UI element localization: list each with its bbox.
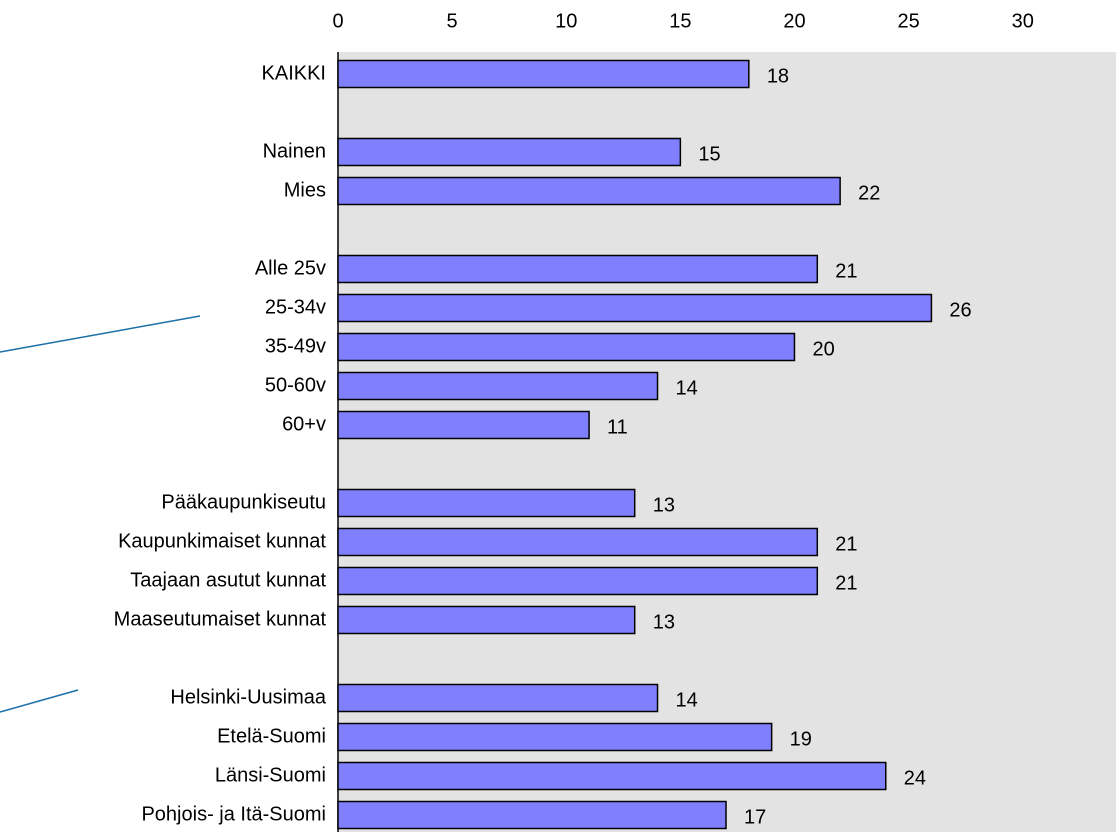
bar [337, 332, 796, 362]
bar [337, 488, 636, 518]
annotation-line [0, 689, 79, 713]
bar [337, 410, 590, 440]
y-tick-label: 25-34v [265, 296, 326, 318]
x-tick-label: 10 [555, 10, 577, 32]
y-tick-label: 60+v [282, 413, 326, 435]
y-tick-label: Kaupunkimaiset kunnat [118, 530, 326, 552]
x-tick-label: 5 [447, 10, 458, 32]
y-tick-label: Pohjois- ja Itä-Suomi [141, 803, 326, 825]
bar [337, 254, 819, 284]
value-label: 21 [835, 533, 857, 555]
y-tick-label: Alle 25v [255, 257, 326, 279]
value-label: 19 [790, 728, 812, 750]
bar [337, 59, 750, 89]
bar [337, 566, 819, 596]
y-tick-label: 50-60v [265, 374, 326, 396]
value-label: 24 [904, 767, 926, 789]
y-tick-label: KAIKKI [262, 62, 326, 84]
bar [337, 371, 659, 401]
value-label: 11 [607, 416, 628, 438]
value-label: 22 [858, 182, 880, 204]
value-label: 17 [744, 806, 766, 828]
y-tick-label: Taajaan asutut kunnat [130, 569, 326, 591]
value-label: 13 [653, 611, 675, 633]
value-label: 20 [812, 338, 834, 360]
bar [337, 293, 933, 323]
value-label: 14 [676, 377, 698, 399]
value-label: 13 [653, 494, 675, 516]
bar [337, 800, 727, 830]
bar [337, 761, 887, 791]
bar [337, 527, 819, 557]
y-tick-label: Länsi-Suomi [215, 764, 326, 786]
y-tick-label: Maaseutumaiset kunnat [114, 608, 327, 630]
x-tick-label: 15 [669, 10, 691, 32]
value-label: 18 [767, 65, 789, 87]
x-tick-label: 25 [897, 10, 919, 32]
y-tick-label: Nainen [263, 140, 326, 162]
y-tick-label: Mies [284, 179, 326, 201]
x-tick-label: 30 [1012, 10, 1034, 32]
value-label: 21 [835, 572, 857, 594]
annotation-line [0, 315, 201, 353]
x-tick-label: 20 [783, 10, 805, 32]
y-tick-label: 35-49v [265, 335, 326, 357]
bar [337, 137, 682, 167]
y-tick-label: Etelä-Suomi [217, 725, 326, 747]
bar [337, 722, 773, 752]
value-label: 14 [676, 689, 698, 711]
y-tick-label: Helsinki-Uusimaa [170, 686, 326, 708]
value-label: 15 [698, 143, 720, 165]
x-tick-label: 0 [332, 10, 343, 32]
bar [337, 683, 659, 713]
value-label: 21 [835, 260, 857, 282]
plot-area [338, 52, 1116, 832]
bar [337, 176, 841, 206]
bar [337, 605, 636, 635]
y-tick-label: Pääkaupunkiseutu [161, 491, 326, 513]
value-label: 26 [949, 299, 971, 321]
